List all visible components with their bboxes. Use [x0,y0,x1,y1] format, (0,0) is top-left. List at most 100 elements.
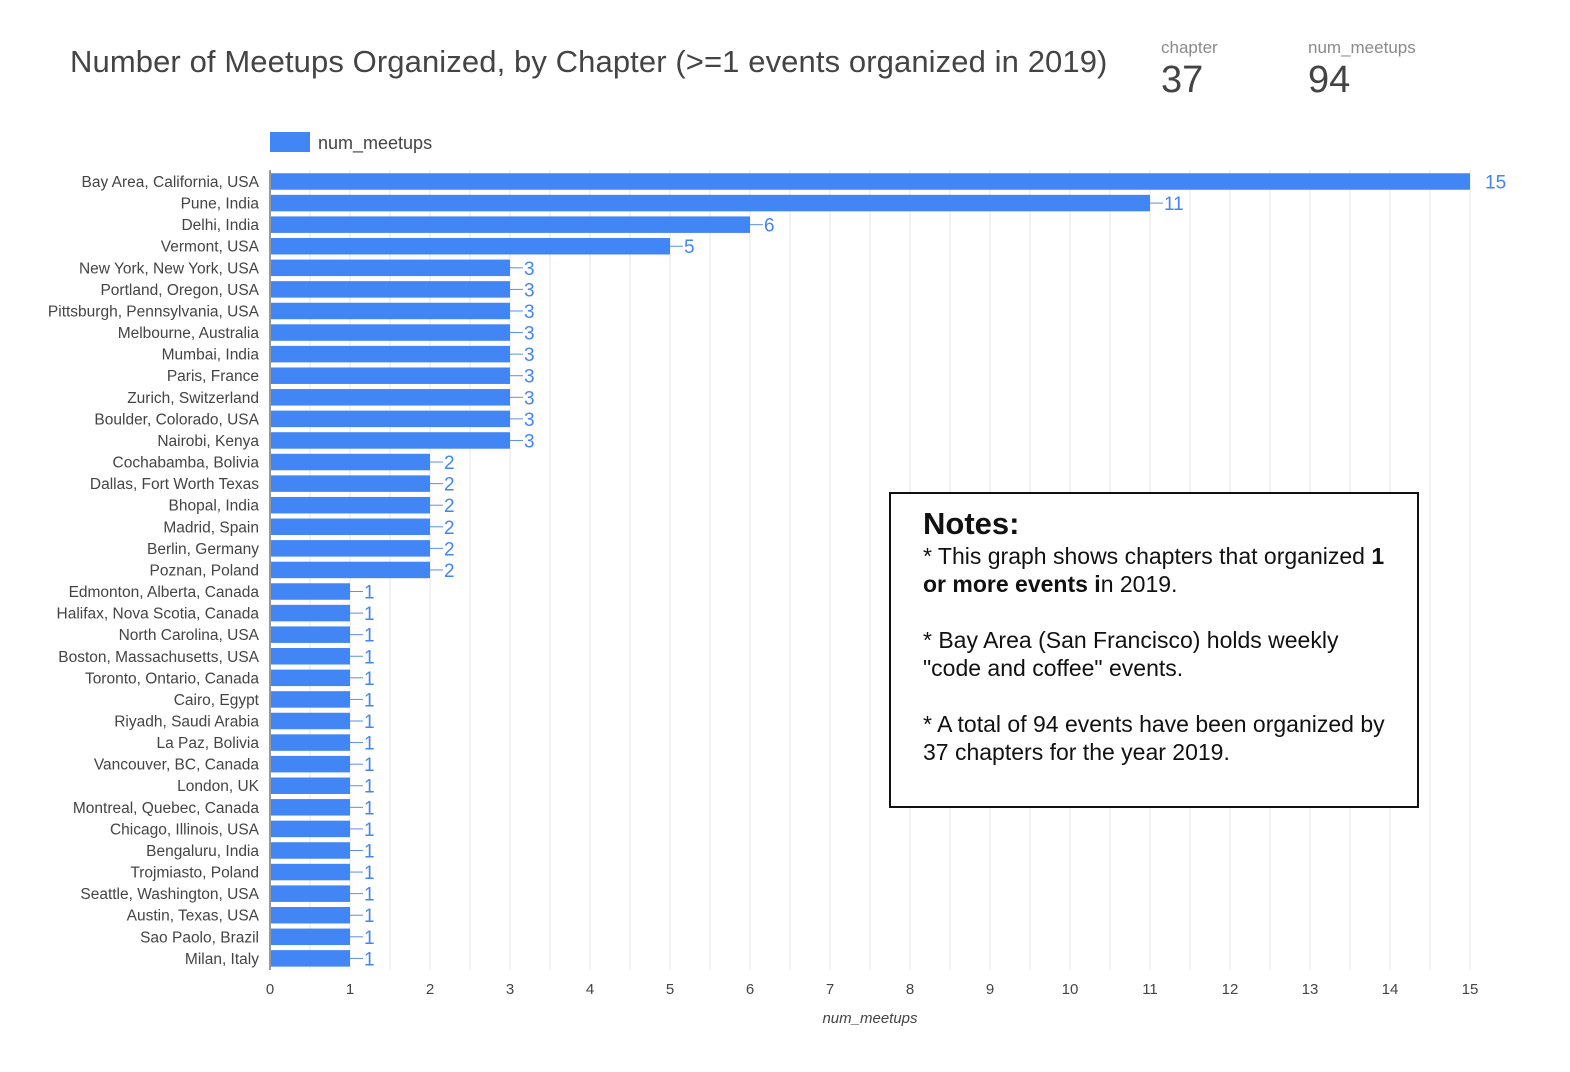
category-label: North Carolina, USA [119,627,260,644]
x-tick-label: 14 [1382,981,1399,998]
category-label: Boston, Massachusetts, USA [58,649,259,666]
data-label: 5 [684,237,695,258]
data-label: 1 [364,841,375,862]
category-label: Nairobi, Kenya [157,433,259,450]
category-label: Bhopal, India [169,498,260,515]
category-label: Bengaluru, India [146,843,259,860]
data-label: 1 [364,928,375,949]
category-label: Halifax, Nova Scotia, Canada [57,606,260,623]
data-label: 2 [444,475,455,496]
category-label: London, UK [177,778,260,795]
x-tick-label: 7 [826,981,834,998]
data-label: 1 [364,647,375,668]
category-label: Zurich, Switzerland [127,390,259,407]
data-label: 15 [1485,173,1506,194]
bar [271,906,350,924]
bar [271,820,350,838]
x-tick-label: 9 [986,981,994,998]
notes-paragraph-2: * Bay Area (San Francisco) holds weekly … [923,627,1339,681]
scorecard-label: num_meetups [1308,38,1416,57]
bar [271,194,1150,212]
category-label: Riyadh, Saudi Arabia [114,714,259,731]
x-tick-label: 3 [506,981,514,998]
data-label: 2 [444,539,455,560]
category-label: Vancouver, BC, Canada [94,757,260,774]
chart-title: Number of Meetups Organized, by Chapter … [70,44,1108,79]
data-label: 6 [764,216,775,237]
data-label: 1 [364,755,375,776]
bar [271,173,1470,190]
bar [271,345,510,363]
bar [271,259,510,277]
notes-box: Notes: * This graph shows chapters that … [889,492,1419,808]
data-label: 3 [524,345,535,366]
x-tick-label: 6 [746,981,754,998]
category-label: Sao Paolo, Brazil [140,929,259,946]
x-axis-title: num_meetups [822,1010,918,1027]
bar [271,281,510,298]
x-tick-label: 0 [266,981,274,998]
bar [271,604,350,622]
notes-paragraph-1: * This graph shows chapters that organiz… [923,543,1385,597]
category-label: Trojmiasto, Poland [130,865,259,882]
category-label: Cairo, Egypt [174,692,260,709]
scorecard-label: chapter [1161,38,1218,57]
category-label: Pune, India [181,196,260,213]
data-label: 1 [364,734,375,755]
data-label: 1 [364,777,375,798]
x-tick-label: 2 [426,981,434,998]
data-label: 1 [364,863,375,884]
data-label: 1 [364,798,375,819]
data-label: 3 [524,324,535,345]
x-tick-label: 8 [906,981,914,998]
notes-paragraph-3: * A total of 94 events have been organiz… [923,711,1385,765]
category-label: New York, New York, USA [79,260,260,277]
bar [271,389,510,406]
category-label: Seattle, Washington, USA [80,886,259,903]
data-label: 2 [444,518,455,539]
category-label: Vermont, USA [161,239,260,256]
data-label: 1 [364,949,375,970]
bar [271,669,350,687]
data-label: 2 [444,453,455,474]
bar [271,648,350,665]
category-label: Edmonton, Alberta, Canada [69,584,260,601]
category-label: Melbourne, Australia [118,325,260,342]
category-label: Berlin, Germany [147,541,259,558]
data-label: 3 [524,431,535,452]
bar [271,842,350,859]
data-label: 1 [364,885,375,906]
bar [271,863,350,881]
category-label: Bay Area, California, USA [82,174,260,191]
bar [271,216,750,233]
bar [271,691,350,708]
data-label: 1 [364,712,375,733]
data-label: 2 [444,561,455,582]
category-label: Delhi, India [181,217,259,234]
data-label: 3 [524,367,535,388]
x-tick-label: 1 [346,981,354,998]
bar [271,496,430,514]
bar [271,237,670,255]
bar [271,755,350,773]
x-tick-label: 10 [1062,981,1079,998]
data-label: 1 [364,626,375,647]
bar [271,324,510,341]
data-label: 1 [364,669,375,690]
data-label: 1 [364,583,375,604]
category-label: La Paz, Bolivia [156,735,259,752]
bar [271,453,430,471]
data-label: 3 [524,259,535,280]
x-tick-label: 12 [1222,981,1239,998]
data-label: 1 [364,820,375,841]
bar [271,561,430,579]
data-label: 3 [524,280,535,301]
category-label: Boulder, Colorado, USA [94,411,259,428]
data-label: 1 [364,690,375,711]
bar [271,885,350,902]
category-label: Dallas, Fort Worth Texas [90,476,259,493]
bar [271,777,350,794]
x-tick-label: 15 [1462,981,1479,998]
category-label: Pittsburgh, Pennsylvania, USA [48,303,260,320]
